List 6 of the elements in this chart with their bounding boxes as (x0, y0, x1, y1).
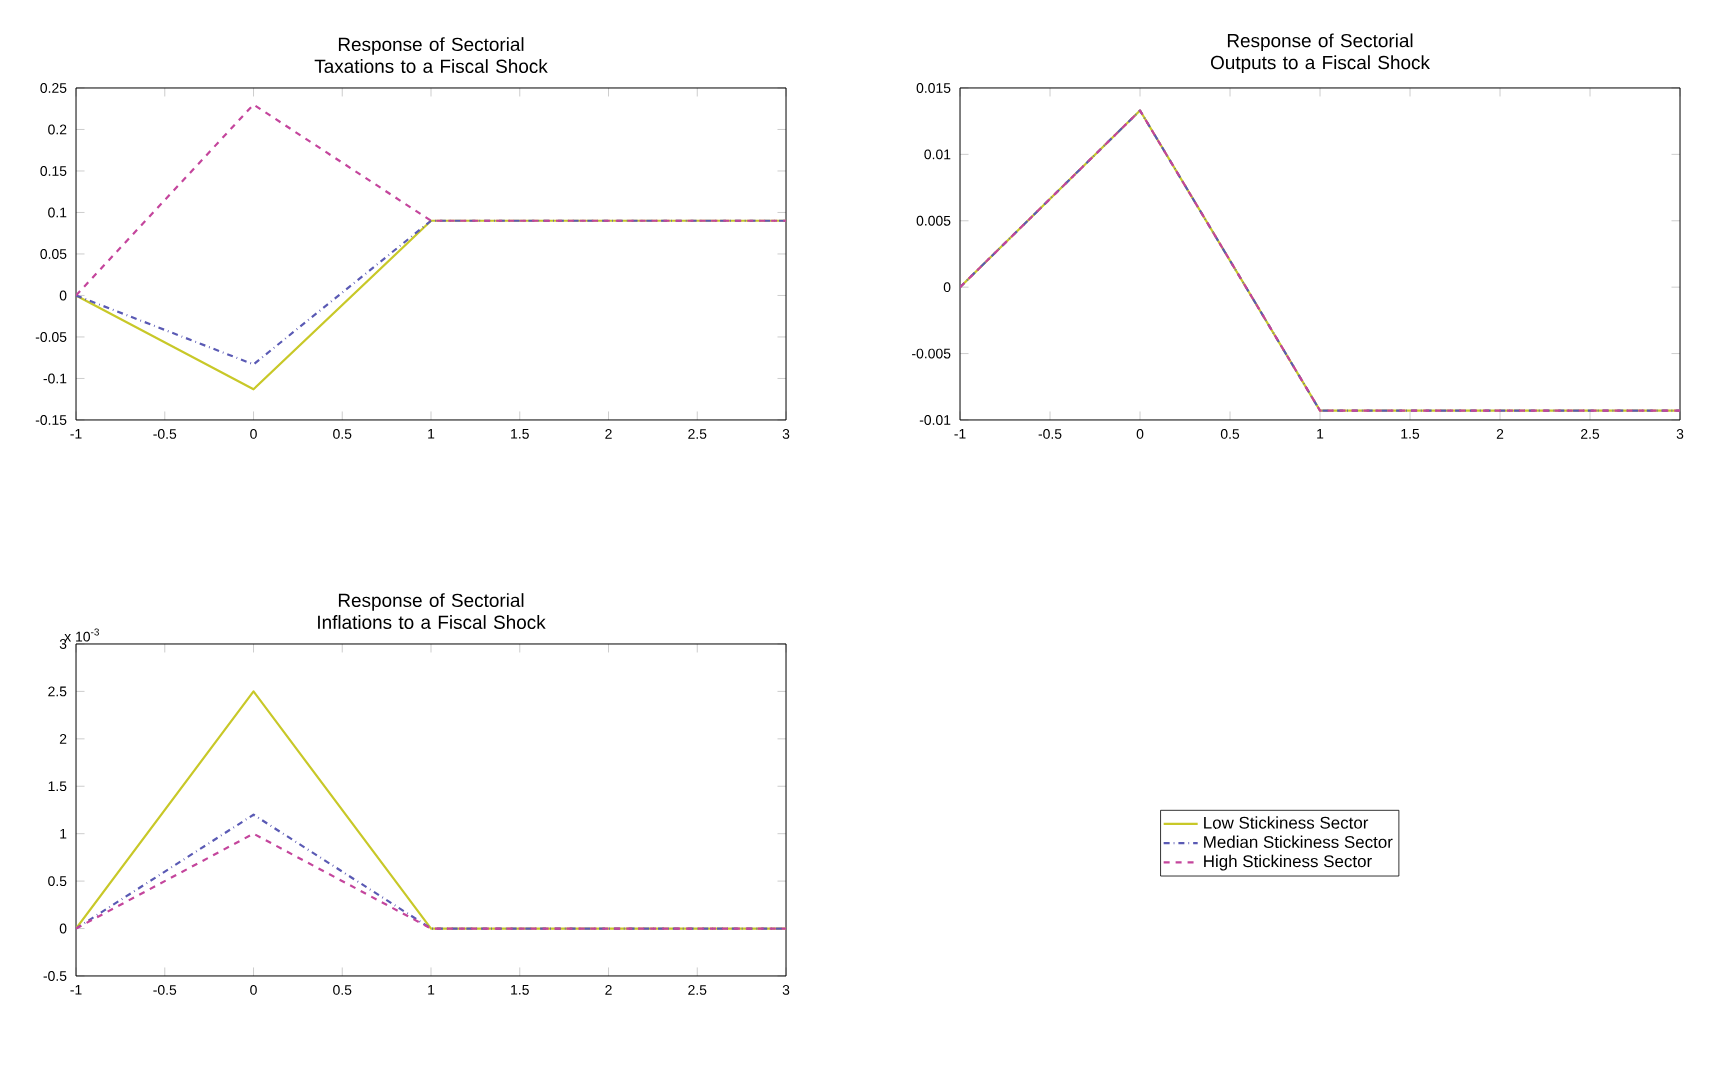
legend-label: Median Stickiness Sector (1204, 835, 1393, 848)
chart-title: Response of Sectorial Taxations to a Fiscal Shock (314, 37, 548, 73)
legend-label: Low Stickiness Sector (1204, 816, 1369, 829)
chart-title: Response of Sectorial Outputs to a Fiscal Shock (1210, 33, 1430, 73)
chart-title: Response of Sectorial Inflations to a Fiscal Shock (318, 593, 546, 629)
legend-label: High Stickiness Sector (1204, 854, 1372, 871)
